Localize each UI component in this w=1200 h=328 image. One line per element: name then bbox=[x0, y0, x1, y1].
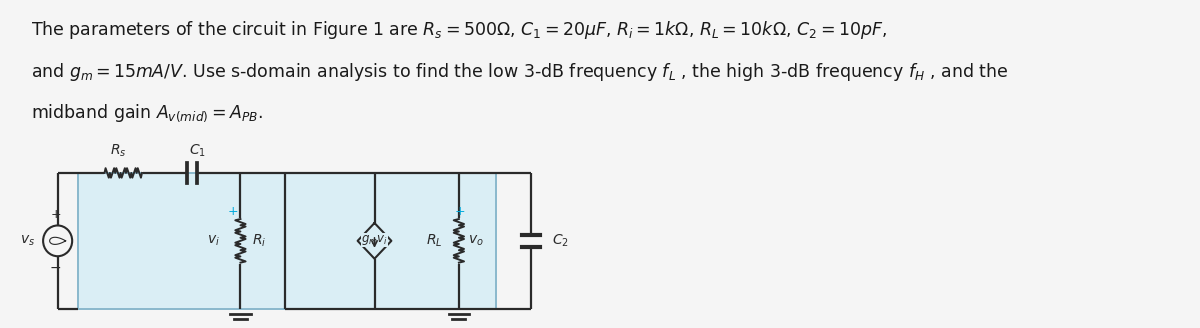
Text: $R_i$: $R_i$ bbox=[252, 233, 266, 249]
Text: +: + bbox=[455, 205, 466, 217]
Bar bbox=[78, 173, 284, 309]
Text: and $g_m = 15mA/V$. Use s-domain analysis to find the low 3-dB frequency $f_L$ ,: and $g_m = 15mA/V$. Use s-domain analysi… bbox=[31, 61, 1009, 83]
Text: The parameters of the circuit in Figure 1 are $R_s = 500\Omega$, $C_1 = 20\mu F$: The parameters of the circuit in Figure … bbox=[31, 19, 887, 41]
Text: $v_s$: $v_s$ bbox=[20, 234, 35, 248]
Text: +: + bbox=[50, 208, 61, 220]
Text: midband gain $A_{v(mid)} = A_{PB}$.: midband gain $A_{v(mid)} = A_{PB}$. bbox=[31, 103, 264, 124]
Text: $v_o$: $v_o$ bbox=[468, 234, 484, 248]
Text: $g_m v_i$: $g_m v_i$ bbox=[361, 233, 388, 247]
Text: $C_1$: $C_1$ bbox=[188, 143, 205, 159]
Text: $v_i$: $v_i$ bbox=[206, 234, 220, 248]
Bar bbox=[284, 173, 497, 309]
Text: $C_2$: $C_2$ bbox=[552, 233, 569, 249]
Text: $R_L$: $R_L$ bbox=[426, 233, 443, 249]
Text: +: + bbox=[228, 205, 239, 217]
Text: −: − bbox=[50, 261, 61, 275]
Text: $R_s$: $R_s$ bbox=[110, 143, 127, 159]
